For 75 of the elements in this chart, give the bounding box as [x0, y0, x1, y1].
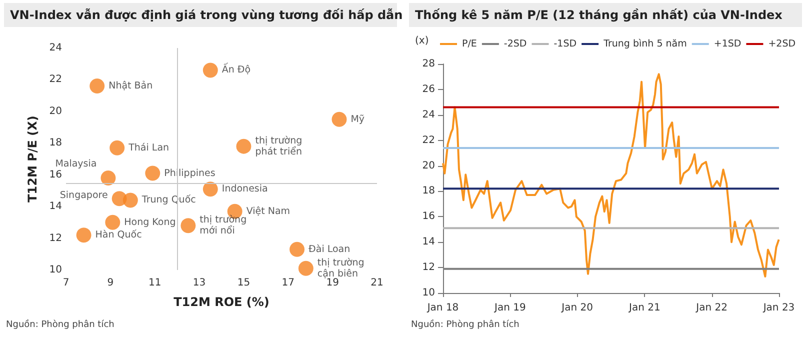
point — [298, 260, 314, 276]
x-tick-label: Jan 23 — [762, 302, 795, 314]
y-tick-label: 22 — [422, 134, 435, 146]
y-axis-title: T12M P/E (X) — [25, 116, 40, 202]
y-tick-label: 24 — [49, 42, 62, 54]
x-tick-label: 13 — [192, 278, 206, 288]
legend-label: Trung bình 5 năm — [602, 38, 687, 50]
x-tick-label: 11 — [148, 278, 162, 288]
y-tick-label: 12 — [49, 232, 62, 244]
x-axis-title: T12M ROE (%) — [174, 295, 270, 309]
y-tick-label: 10 — [422, 288, 435, 298]
series-label: Philippines — [164, 168, 216, 179]
chart-title: VN-Index vẫn được định giá trong vùng tương đối hấp dẫn — [9, 7, 403, 24]
x-tick-label: Jan 18 — [426, 302, 459, 314]
x-tick-label: 15 — [237, 278, 250, 288]
x-tick-label: 7 — [62, 278, 70, 288]
y-tick-label: 14 — [49, 201, 62, 212]
y-tick-label: 14 — [422, 236, 435, 248]
point — [90, 78, 105, 94]
series-label: Malaysia — [55, 158, 97, 170]
legend-label: +2SD — [768, 38, 796, 50]
y-tick-label: 20 — [422, 160, 435, 172]
y-tick-label: 28 — [422, 58, 435, 70]
text: Nguồn: Phòng phân tích — [6, 320, 114, 330]
point — [105, 214, 120, 230]
point — [290, 242, 305, 257]
legend-label: -2SD — [504, 38, 527, 50]
y-tick-label: 10 — [49, 264, 62, 276]
point — [110, 140, 125, 156]
y-tick-label: 26 — [422, 84, 435, 95]
series-label: thị trường cận biên — [317, 257, 368, 280]
series-label: Nhật Bản — [108, 80, 153, 92]
text: Nguồn: Phòng phân tích — [411, 320, 520, 330]
y-tick-label: 18 — [422, 186, 435, 197]
series-label: thị trường phát triển — [255, 135, 306, 158]
point — [100, 170, 116, 186]
point — [332, 112, 347, 127]
point — [202, 182, 218, 197]
y-tick-label: 20 — [49, 106, 62, 117]
x-tick-label: 19 — [326, 278, 339, 288]
y-tick-label: 18 — [49, 138, 62, 149]
x-tick-label: 9 — [107, 278, 114, 288]
line-series — [442, 73, 780, 278]
x-tick-label: Jan 20 — [560, 302, 593, 314]
point — [202, 62, 218, 78]
y-tick-label: 16 — [422, 211, 435, 222]
point — [122, 192, 138, 208]
y-tick-label: 24 — [422, 109, 435, 120]
x-tick-label: 17 — [282, 278, 295, 288]
legend-label: +1SD — [714, 38, 742, 50]
point — [236, 138, 252, 154]
y-tick-label: 22 — [49, 74, 62, 86]
series-label: thị trường mới nổi — [200, 214, 250, 237]
x-tick-label: Jan 22 — [695, 302, 728, 314]
series-label: Hong Kong — [124, 216, 176, 228]
y-tick-label: 12 — [422, 262, 435, 274]
series-label: Đài Loan — [308, 244, 350, 255]
x-tick-label: 21 — [370, 278, 384, 288]
chart-title: Thống kê 5 năm P/E (12 tháng gần nhất) của VN-Index — [409, 3, 802, 27]
point — [180, 218, 196, 234]
series-label: Mỹ — [350, 114, 365, 125]
series-label: Hàn Quốc — [95, 228, 142, 241]
series-label: Việt Nam — [246, 206, 290, 217]
legend-label: P/E — [462, 38, 477, 50]
y-tick-label: 16 — [49, 169, 62, 180]
series-label: Indonesia — [222, 184, 268, 195]
y-axis-title: (x) — [415, 36, 429, 46]
point — [76, 228, 92, 243]
series-label: Thái Lan — [128, 142, 170, 154]
series-label: Ấn Độ — [222, 62, 251, 76]
x-tick-label: Jan 19 — [494, 302, 526, 314]
x-tick-label: Jan 21 — [628, 302, 660, 314]
point — [145, 166, 160, 181]
series-label: Singapore — [60, 190, 108, 202]
legend-label: -1SD — [554, 38, 577, 50]
